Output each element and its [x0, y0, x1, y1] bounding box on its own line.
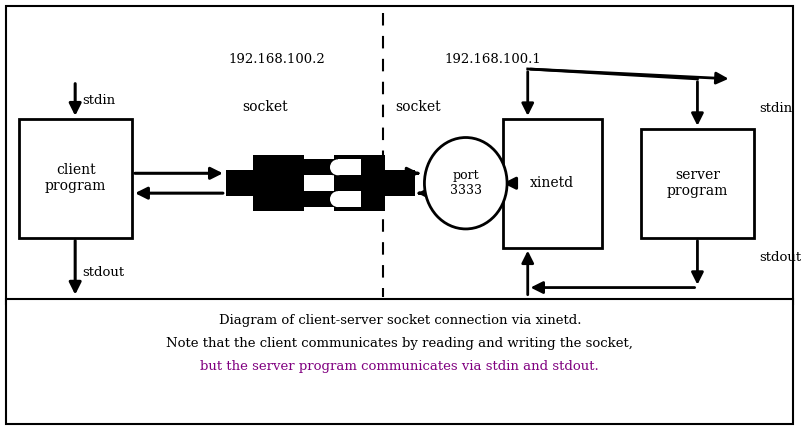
- Text: stdin: stdin: [82, 94, 115, 107]
- Text: Note that the client communicates by reading and writing the socket,: Note that the client communicates by rea…: [166, 337, 633, 350]
- Text: socket: socket: [242, 100, 288, 114]
- Bar: [385, 170, 414, 196]
- Text: client
program: client program: [45, 163, 106, 193]
- Bar: [225, 170, 255, 196]
- Bar: [503, 119, 602, 248]
- Bar: [304, 160, 334, 175]
- Text: 192.168.100.1: 192.168.100.1: [444, 53, 541, 66]
- Bar: [19, 119, 132, 238]
- Text: stdin: stdin: [759, 102, 792, 115]
- Text: server
program: server program: [667, 168, 728, 198]
- Bar: [253, 155, 304, 211]
- Circle shape: [330, 191, 345, 207]
- Text: stdout: stdout: [82, 266, 124, 279]
- Text: but the server program communicates via stdin and stdout.: but the server program communicates via …: [200, 360, 599, 373]
- Circle shape: [326, 160, 341, 175]
- Ellipse shape: [424, 137, 507, 229]
- Bar: [338, 160, 362, 175]
- Text: xinetd: xinetd: [530, 176, 574, 190]
- Bar: [334, 155, 385, 211]
- Circle shape: [326, 191, 341, 207]
- Text: Diagram of client-server socket connection via xinetd.: Diagram of client-server socket connecti…: [219, 314, 581, 327]
- Text: port
3333: port 3333: [450, 169, 482, 197]
- Bar: [304, 191, 334, 207]
- Circle shape: [330, 160, 345, 175]
- Text: stdout: stdout: [759, 251, 801, 264]
- Bar: [641, 129, 754, 238]
- Text: socket: socket: [395, 100, 440, 114]
- Bar: [6, 300, 793, 424]
- Bar: [338, 191, 362, 207]
- Bar: [6, 7, 793, 304]
- Text: 192.168.100.2: 192.168.100.2: [229, 53, 325, 66]
